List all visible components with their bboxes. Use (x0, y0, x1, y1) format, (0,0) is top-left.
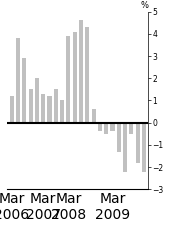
Bar (16, 38, 20, 123)
Bar (104, 123, 108, 134)
Bar (47, 96, 52, 123)
Bar (54, 89, 58, 123)
Bar (129, 123, 133, 134)
Bar (142, 123, 146, 172)
Bar (60, 100, 64, 123)
Bar (22, 58, 26, 123)
Text: %: % (140, 1, 148, 10)
Bar (136, 123, 140, 163)
Bar (85, 27, 89, 123)
Bar (110, 123, 115, 131)
Bar (123, 123, 127, 172)
Bar (79, 21, 83, 123)
Bar (29, 89, 33, 123)
Bar (41, 94, 45, 123)
Bar (10, 96, 14, 123)
Bar (98, 123, 102, 131)
Bar (117, 123, 121, 152)
Bar (66, 36, 70, 123)
Bar (92, 109, 96, 123)
Bar (73, 32, 77, 123)
Bar (35, 78, 39, 123)
